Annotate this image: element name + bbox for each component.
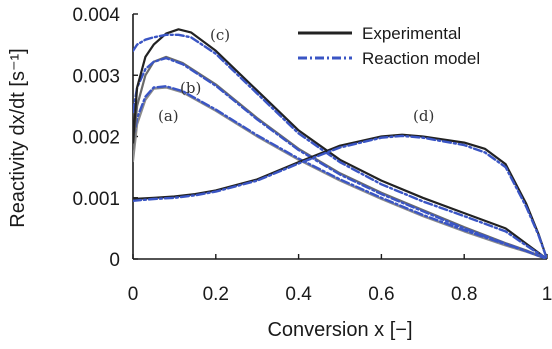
curve-label-b: (b) [180, 79, 201, 97]
x-tick-label: 0.8 [451, 284, 477, 305]
series-layer [133, 28, 547, 259]
legend-label-experimental: Experimental [362, 24, 461, 43]
y-tick-label: 0.001 [72, 189, 120, 210]
legend-label-reaction-model: Reaction model [362, 49, 480, 68]
legend: Experimental Reaction model [298, 24, 480, 68]
y-tick-label: 0 [109, 250, 120, 271]
x-tick-labels: 0 0.2 0.4 0.6 0.8 1 [128, 254, 552, 305]
y-tick-label: 0.004 [72, 5, 120, 26]
curve-label-a: (a) [158, 107, 179, 125]
x-tick-label: 1 [542, 284, 552, 305]
x-tick-label: 0.4 [285, 284, 312, 305]
curve-label-d: (d) [413, 107, 434, 125]
x-tick-label: 0 [128, 284, 139, 305]
y-tick-labels: 0 0.001 0.002 0.003 0.004 [72, 5, 138, 271]
series-c-model [133, 33, 547, 259]
x-tick-label: 0.2 [203, 284, 229, 305]
y-tick-label: 0.002 [72, 128, 120, 149]
series-b-model [133, 56, 547, 259]
series-d-model [133, 134, 547, 259]
y-tick-label: 0.003 [72, 66, 120, 87]
y-axis-label: Reactivity dx/dt [s⁻¹] [7, 48, 29, 228]
x-axis-label: Conversion x [−] [267, 319, 412, 341]
x-tick-label: 0.6 [368, 284, 394, 305]
curve-label-c: (c) [210, 26, 230, 44]
series-c-experimental [133, 28, 547, 259]
